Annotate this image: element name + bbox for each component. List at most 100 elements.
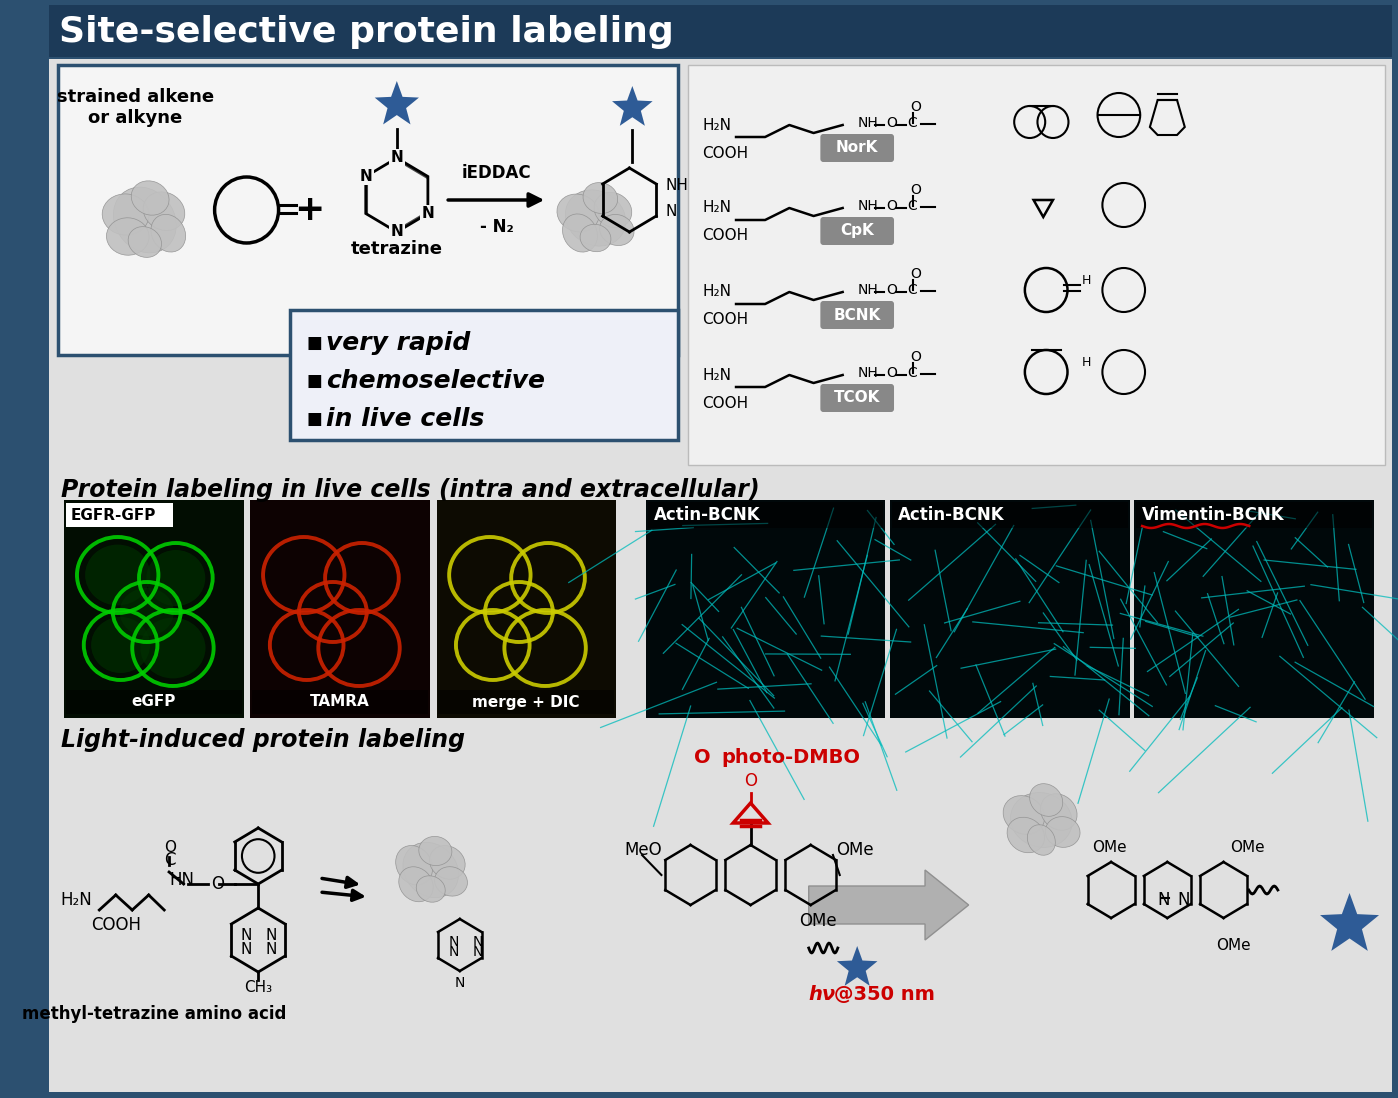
Ellipse shape (398, 866, 433, 901)
Text: N: N (473, 935, 482, 949)
Ellipse shape (1011, 793, 1072, 848)
Text: N: N (449, 935, 459, 949)
Ellipse shape (600, 214, 635, 246)
Text: C: C (907, 199, 917, 213)
FancyBboxPatch shape (49, 5, 1392, 57)
Text: COOH: COOH (702, 228, 748, 244)
FancyArrow shape (808, 870, 969, 940)
Polygon shape (1320, 893, 1378, 951)
Text: OMe: OMe (1092, 840, 1127, 855)
Text: COOH: COOH (91, 916, 141, 934)
Text: C: C (907, 116, 917, 130)
Text: ■: ■ (306, 334, 323, 352)
Polygon shape (612, 86, 653, 126)
Text: O: O (886, 116, 898, 130)
FancyBboxPatch shape (439, 690, 614, 714)
Text: TAMRA: TAMRA (310, 695, 369, 709)
FancyBboxPatch shape (436, 500, 617, 718)
FancyBboxPatch shape (646, 500, 885, 718)
FancyBboxPatch shape (821, 384, 893, 412)
Text: tetrazine: tetrazine (351, 240, 443, 258)
Text: merge + DIC: merge + DIC (473, 695, 580, 709)
Text: ■: ■ (306, 410, 323, 428)
Text: O: O (910, 100, 921, 114)
Ellipse shape (1004, 796, 1044, 834)
Text: strained alkene
or alkyne: strained alkene or alkyne (56, 88, 214, 126)
Ellipse shape (594, 192, 632, 227)
FancyBboxPatch shape (1134, 500, 1374, 718)
Text: N: N (240, 928, 252, 942)
Text: O: O (211, 875, 224, 893)
Text: N: N (665, 204, 677, 220)
FancyBboxPatch shape (821, 301, 893, 329)
Text: COOH: COOH (702, 395, 748, 411)
Text: H₂N: H₂N (702, 201, 731, 215)
Text: Protein labeling in live cells (intra and extracellular): Protein labeling in live cells (intra an… (60, 478, 759, 502)
FancyBboxPatch shape (647, 502, 884, 528)
Ellipse shape (1046, 817, 1081, 848)
Text: NH: NH (857, 283, 878, 296)
Text: N: N (422, 206, 435, 221)
Text: chemoselective: chemoselective (326, 369, 545, 393)
Text: H: H (1082, 273, 1092, 287)
Text: - N₂: - N₂ (480, 219, 513, 236)
Text: C: C (907, 366, 917, 380)
Text: N: N (390, 150, 403, 166)
FancyBboxPatch shape (253, 690, 428, 714)
FancyBboxPatch shape (821, 134, 893, 163)
Text: N: N (449, 945, 459, 959)
Text: photo-DMBO: photo-DMBO (721, 748, 861, 768)
Text: C: C (164, 851, 176, 869)
Ellipse shape (429, 845, 466, 879)
Text: N: N (454, 976, 466, 990)
Text: O: O (693, 748, 710, 768)
Text: H₂N: H₂N (60, 890, 92, 909)
Ellipse shape (91, 617, 150, 673)
Text: CpK: CpK (840, 224, 874, 238)
Text: Light-induced protein labeling: Light-induced protein labeling (60, 728, 464, 752)
Ellipse shape (113, 187, 176, 253)
FancyBboxPatch shape (57, 65, 678, 355)
Text: N: N (359, 169, 372, 184)
Text: O: O (164, 840, 176, 854)
Ellipse shape (1040, 794, 1076, 830)
FancyBboxPatch shape (250, 500, 429, 718)
Text: N: N (1158, 890, 1170, 909)
Text: N: N (390, 224, 403, 239)
Text: N: N (266, 942, 277, 957)
Text: O: O (886, 366, 898, 380)
FancyBboxPatch shape (891, 500, 1130, 718)
Polygon shape (837, 946, 878, 986)
Ellipse shape (1028, 825, 1055, 855)
Text: O: O (910, 350, 921, 365)
Text: Actin-BCNK: Actin-BCNK (898, 506, 1005, 524)
Ellipse shape (129, 226, 162, 257)
Text: N: N (1177, 890, 1190, 909)
FancyBboxPatch shape (64, 500, 243, 718)
Ellipse shape (151, 214, 186, 253)
Text: NH: NH (857, 366, 878, 380)
Text: TCOK: TCOK (835, 391, 881, 405)
Text: @350 nm: @350 nm (835, 985, 935, 1004)
Text: H₂N: H₂N (702, 284, 731, 300)
Text: O: O (886, 283, 898, 296)
Text: OMe: OMe (1216, 938, 1250, 953)
Text: BCNK: BCNK (833, 307, 881, 323)
Text: O: O (910, 183, 921, 197)
Text: H₂N: H₂N (702, 117, 731, 133)
Text: N: N (266, 928, 277, 942)
Ellipse shape (403, 842, 459, 898)
FancyBboxPatch shape (688, 65, 1385, 464)
FancyBboxPatch shape (291, 310, 678, 440)
Text: in live cells: in live cells (326, 407, 485, 432)
Ellipse shape (435, 866, 467, 896)
Ellipse shape (562, 214, 597, 253)
Ellipse shape (106, 217, 150, 255)
Ellipse shape (583, 182, 618, 213)
FancyBboxPatch shape (1137, 502, 1371, 528)
Text: iEDDAC: iEDDAC (461, 164, 531, 182)
Ellipse shape (147, 550, 206, 606)
Text: very rapid: very rapid (326, 330, 470, 355)
Ellipse shape (556, 194, 600, 232)
Ellipse shape (580, 224, 611, 251)
